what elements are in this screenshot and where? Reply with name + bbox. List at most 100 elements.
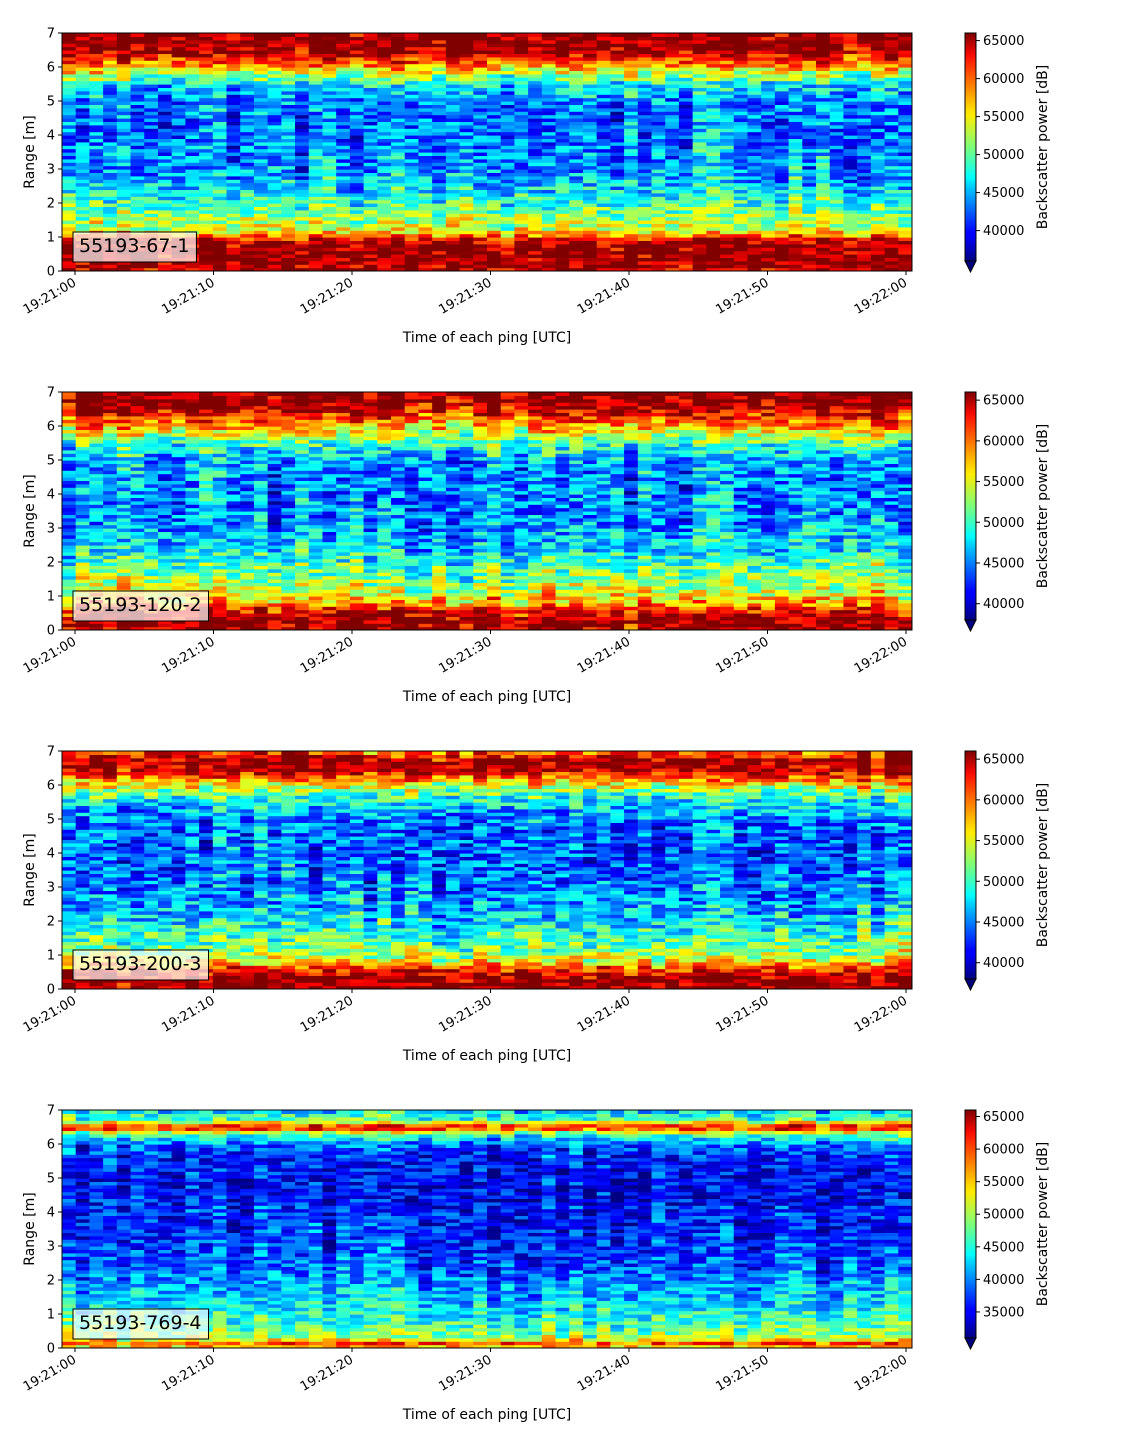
heatmap-cell <box>308 247 324 252</box>
heatmap-cell <box>555 220 570 224</box>
heatmap-cell <box>651 233 666 238</box>
heatmap-cell <box>487 135 502 139</box>
heatmap-cell <box>432 209 447 214</box>
heatmap-cell <box>898 257 912 262</box>
heatmap-cell <box>473 145 488 150</box>
heatmap-cell <box>253 46 269 51</box>
heatmap-cell <box>774 111 790 116</box>
heatmap-cell <box>349 145 365 150</box>
heatmap-cell <box>103 260 118 265</box>
heatmap-cell <box>678 148 694 153</box>
heatmap-cell <box>843 87 858 92</box>
heatmap-cell <box>199 60 214 65</box>
heatmap-cell <box>637 73 653 78</box>
heatmap-cell <box>500 135 516 139</box>
heatmap-cell <box>144 267 159 271</box>
heatmap-cell <box>89 511 104 515</box>
heatmap-cell <box>295 97 310 102</box>
heatmap-cell <box>62 104 77 109</box>
heatmap-cell <box>199 53 214 58</box>
heatmap-cell <box>802 87 817 92</box>
heatmap-cell <box>720 260 735 265</box>
heatmap-cell <box>706 230 721 235</box>
heatmap-cell <box>857 128 872 133</box>
y-tick-label: 3 <box>47 163 55 178</box>
heatmap-cell <box>843 169 858 173</box>
heatmap-cell <box>103 148 118 153</box>
heatmap-cell <box>514 230 529 235</box>
heatmap-cell <box>391 243 406 248</box>
heatmap-cell <box>240 179 255 184</box>
heatmap-cell <box>528 33 543 37</box>
heatmap-cell <box>62 507 77 512</box>
heatmap-cell <box>870 73 886 78</box>
heatmap-cell <box>898 243 912 248</box>
heatmap-cell <box>404 114 420 119</box>
heatmap-cell <box>267 114 282 119</box>
heatmap-cell <box>816 50 831 54</box>
heatmap-cell <box>322 233 337 238</box>
heatmap-cell <box>240 209 255 214</box>
heatmap-cell <box>514 260 529 265</box>
heatmap-cell <box>541 155 557 160</box>
heatmap-cell <box>253 247 269 252</box>
heatmap-cell <box>418 90 433 95</box>
heatmap-cell <box>281 237 296 241</box>
heatmap-cell <box>75 121 91 126</box>
heatmap-cell <box>802 107 817 112</box>
heatmap-cell <box>761 226 776 231</box>
heatmap-cell <box>843 33 858 37</box>
heatmap-cell <box>103 582 118 587</box>
heatmap-cell <box>391 53 406 58</box>
heatmap-cell <box>541 203 557 207</box>
heatmap-cell <box>226 84 241 88</box>
heatmap-cell <box>870 67 886 71</box>
heatmap-cell <box>199 165 214 170</box>
heatmap-cell <box>103 449 118 454</box>
heatmap-cell <box>363 172 378 177</box>
heatmap-cell <box>116 517 132 522</box>
heatmap-cell <box>678 209 694 214</box>
heatmap-cell <box>116 131 132 136</box>
heatmap-cell <box>240 94 255 99</box>
heatmap-cell <box>349 172 365 177</box>
heatmap-cell <box>89 220 104 224</box>
heatmap-cell <box>706 179 721 184</box>
heatmap-cell <box>432 138 447 143</box>
heatmap-cell <box>308 50 324 54</box>
heatmap-cell <box>363 257 378 262</box>
heatmap-cell <box>336 220 351 224</box>
heatmap-cell <box>89 94 104 99</box>
heatmap-cell <box>541 138 557 143</box>
heatmap-cell <box>747 175 762 180</box>
heatmap-cell <box>103 50 118 54</box>
heatmap-cell <box>336 196 351 201</box>
heatmap-cell <box>459 33 474 37</box>
heatmap-cell <box>610 43 625 48</box>
heatmap-cell <box>418 158 433 163</box>
heatmap-cell <box>555 240 570 245</box>
heatmap-cell <box>843 209 858 214</box>
heatmap-cell <box>103 494 118 498</box>
heatmap-cell <box>500 148 516 153</box>
heatmap-cell <box>720 216 735 221</box>
heatmap-cell <box>404 90 420 95</box>
heatmap-cell <box>720 63 735 68</box>
heatmap-cell <box>774 223 790 228</box>
heatmap-cell <box>103 534 118 539</box>
heatmap-cell <box>130 104 145 109</box>
heatmap-cell <box>747 43 762 48</box>
heatmap-cell <box>514 104 529 109</box>
heatmap-cell <box>582 114 598 119</box>
heatmap-cell <box>500 114 516 119</box>
heatmap-cell <box>514 135 529 139</box>
heatmap-cell <box>774 148 790 153</box>
heatmap-cell <box>569 179 584 184</box>
heatmap-cell <box>308 56 324 61</box>
heatmap-cell <box>89 558 104 563</box>
heatmap-cell <box>130 470 145 475</box>
heatmap-cell <box>829 87 845 92</box>
heatmap-cell <box>678 111 694 116</box>
heatmap-cell <box>514 192 529 197</box>
heatmap-cell <box>610 77 625 82</box>
